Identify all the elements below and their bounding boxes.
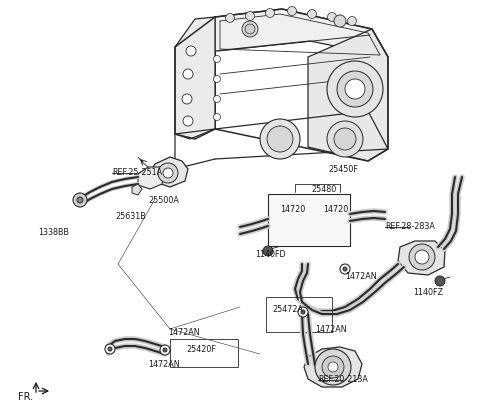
Text: 25480: 25480: [311, 184, 336, 193]
Circle shape: [183, 70, 193, 80]
Circle shape: [214, 96, 220, 103]
Text: 14720: 14720: [280, 204, 305, 213]
Circle shape: [328, 362, 338, 372]
Text: REF.28-283A: REF.28-283A: [385, 221, 435, 230]
Circle shape: [263, 246, 273, 256]
Text: FR.: FR.: [18, 391, 33, 401]
Circle shape: [163, 348, 167, 352]
Circle shape: [245, 12, 254, 21]
Polygon shape: [398, 241, 445, 275]
Text: 1140FZ: 1140FZ: [413, 287, 443, 296]
Circle shape: [298, 307, 308, 317]
Polygon shape: [138, 168, 165, 189]
Circle shape: [301, 310, 305, 314]
Polygon shape: [132, 184, 142, 196]
Circle shape: [435, 276, 445, 286]
Circle shape: [214, 114, 220, 121]
Polygon shape: [215, 10, 388, 58]
Text: 1472AN: 1472AN: [315, 324, 347, 333]
Circle shape: [308, 11, 316, 20]
Circle shape: [345, 80, 365, 100]
Circle shape: [77, 198, 83, 204]
Text: REF.25-251A: REF.25-251A: [112, 168, 162, 177]
Circle shape: [315, 349, 351, 385]
Text: 25472A: 25472A: [272, 304, 303, 313]
Circle shape: [183, 117, 193, 127]
Text: REF.20-213A: REF.20-213A: [318, 374, 368, 383]
Circle shape: [108, 347, 112, 351]
Circle shape: [334, 129, 356, 151]
Text: 1338BB: 1338BB: [38, 227, 69, 236]
Polygon shape: [304, 347, 362, 387]
Text: 1472AN: 1472AN: [168, 327, 200, 336]
Circle shape: [322, 356, 344, 378]
Circle shape: [260, 120, 300, 160]
Circle shape: [327, 122, 363, 157]
Circle shape: [267, 127, 293, 153]
Circle shape: [163, 169, 173, 179]
Circle shape: [182, 95, 192, 105]
Circle shape: [340, 264, 350, 274]
Text: 1472AN: 1472AN: [345, 271, 377, 280]
Circle shape: [214, 76, 220, 83]
Text: 14720: 14720: [323, 204, 348, 213]
Bar: [266, 297, 332, 332]
Text: 1472AN: 1472AN: [148, 359, 180, 368]
Circle shape: [158, 164, 178, 184]
Polygon shape: [148, 157, 188, 188]
Circle shape: [245, 25, 255, 35]
Text: 25500A: 25500A: [148, 196, 179, 204]
Circle shape: [214, 56, 220, 63]
Circle shape: [337, 72, 373, 108]
Polygon shape: [175, 18, 215, 139]
Text: 1140FD: 1140FD: [255, 249, 286, 258]
Bar: [170, 339, 238, 367]
Circle shape: [348, 18, 357, 27]
Circle shape: [288, 7, 297, 16]
Circle shape: [242, 22, 258, 38]
Circle shape: [160, 345, 170, 355]
Circle shape: [415, 250, 429, 264]
Text: 25450F: 25450F: [328, 164, 358, 173]
Circle shape: [186, 47, 196, 57]
Circle shape: [226, 14, 235, 23]
Circle shape: [327, 62, 383, 118]
Bar: [268, 195, 350, 246]
Text: 25631B: 25631B: [115, 211, 146, 220]
Circle shape: [343, 267, 347, 271]
Circle shape: [73, 193, 87, 207]
Circle shape: [409, 245, 435, 270]
Circle shape: [105, 344, 115, 354]
Polygon shape: [308, 30, 388, 162]
Circle shape: [334, 16, 346, 28]
Circle shape: [265, 9, 275, 18]
Text: 25420F: 25420F: [186, 344, 216, 353]
Circle shape: [327, 13, 336, 22]
